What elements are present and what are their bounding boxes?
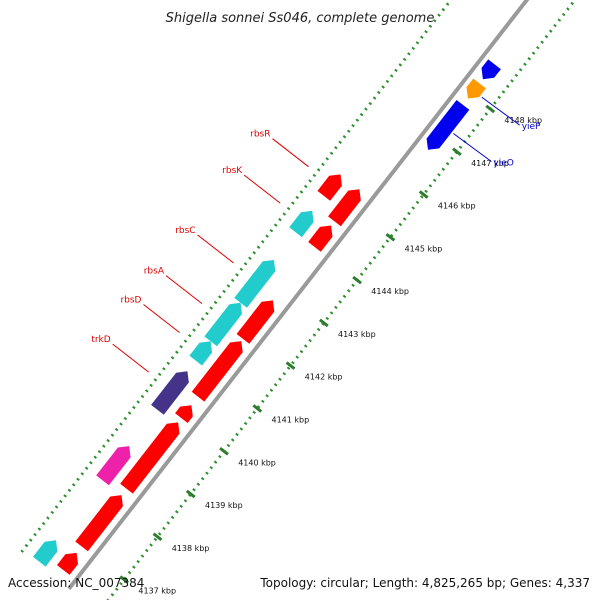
feature-inner-6[interactable] [120,422,180,494]
leader-line-rbsK [243,174,281,204]
kbp-tick-4140 [219,446,229,456]
gene-rbsR[interactable] [317,174,342,201]
gene-label-yieP[interactable]: yieP [522,122,541,132]
feature-inner-8[interactable] [191,341,243,402]
kbp-tick-4144 [352,275,362,285]
dotted-tracks [20,0,577,600]
plus-dotted-track [20,0,453,553]
kbp-tick-label: 4144 kbp [371,287,409,296]
gene-rbsA[interactable] [204,302,242,347]
leader-line-yieP [481,96,520,126]
kbp-tick-label: 4145 kbp [405,244,443,253]
backbone-line [67,0,530,591]
map-title: Shigella sonnei Ss046, complete genome [166,11,435,26]
gene-trkD[interactable] [151,371,189,415]
gene-rbsD[interactable] [189,341,213,366]
gene-label-rbsK[interactable]: rbsK [222,166,243,176]
leader-line-rbsC [197,234,234,264]
feature-track [33,59,501,575]
gene-label-yieO[interactable]: yieO [493,159,513,169]
gene-label-rbsR[interactable]: rbsR [250,130,270,140]
feature-inner-4[interactable] [57,552,78,575]
kbp-tick-4139 [185,489,196,499]
feature-plus-1[interactable] [33,540,58,567]
kbp-tick-4138 [152,532,163,542]
kbp-tick-label: 4142 kbp [305,373,343,382]
feature-inner-10[interactable] [308,225,333,252]
gene-label-rbsD[interactable]: rbsD [120,296,141,306]
kbp-tick-label: 4137 kbp [138,587,176,596]
kbp-tick-4143 [318,318,329,328]
kbp-tick-4142 [285,361,296,370]
feature-inner-5[interactable] [75,495,123,552]
gene-yieP[interactable] [466,78,486,99]
gene-yieO[interactable] [426,100,470,150]
kbp-scale: 4137 kbp 4138 kbp 4139 kbp 4140 kbp 4141 kbp… [119,104,542,596]
kbp-tick-label: 4140 kbp [238,458,276,467]
genome-backbone [67,0,530,591]
leader-line-rbsD [143,304,180,333]
feature-minus-3[interactable] [481,59,501,80]
kbp-tick-label: 4143 kbp [338,330,376,339]
topology-text: Topology: circular; Length: 4,825,265 bp… [259,576,590,590]
kbp-tick-4147 [452,147,462,156]
leader-line-rbsR [272,138,309,168]
leader-line-rbsA [165,275,203,304]
gene-labels: trkD rbsD rbsA rbsC rbsK rbsR yieO yieP [91,96,541,373]
kbp-tick-label: 4147 kbp [471,159,509,168]
kbp-tick-4137 [119,575,130,584]
kbp-tick-label: 4139 kbp [205,501,243,510]
gene-label-rbsC[interactable]: rbsC [175,226,195,236]
leader-line-trkD [112,343,150,373]
kbp-tick-4141 [252,404,263,413]
kbp-tick-label: 4148 kbp [504,116,542,125]
feature-plus-0[interactable] [96,446,131,486]
kbp-tick-4145 [385,233,396,242]
accession-text: Accession: NC_007384 [8,576,144,590]
gene-rbsC[interactable] [234,260,276,308]
feature-inner-7[interactable] [175,405,193,423]
kbp-tick-4148 [485,104,496,114]
feature-inner-11[interactable] [328,189,361,227]
kbp-tick-label: 4138 kbp [172,544,210,553]
minus-dotted-track [106,0,577,600]
kbp-tick-label: 4146 kbp [438,202,476,211]
gene-rbsK[interactable] [289,210,314,238]
gene-label-rbsA[interactable]: rbsA [144,267,165,277]
gene-label-trkD[interactable]: trkD [91,335,110,345]
kbp-tick-label: 4141 kbp [272,416,310,425]
feature-inner-9[interactable] [236,300,275,344]
leader-line-yieO [453,133,492,162]
kbp-tick-4146 [418,190,429,199]
